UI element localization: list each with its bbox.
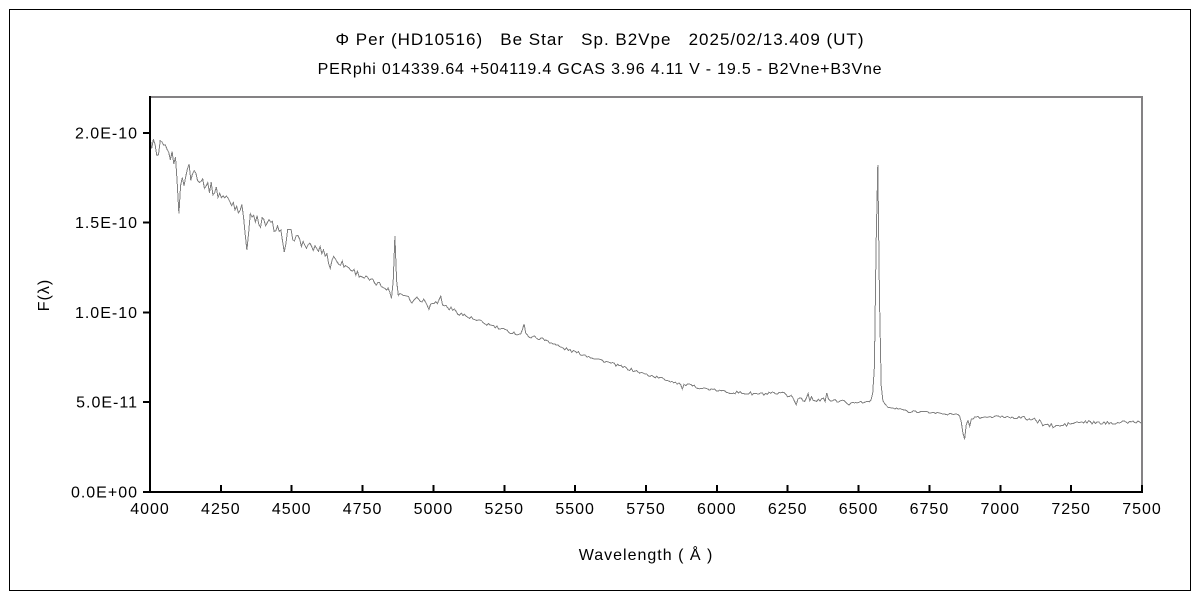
y-tick-label: 0.0E+00 <box>71 485 138 502</box>
y-tick-label: 5.0E-11 <box>76 395 138 412</box>
x-tick-label: 7500 <box>1122 501 1162 518</box>
x-tick-label: 4000 <box>130 501 170 518</box>
chart-title: Φ Per (HD10516) Be Star Sp. B2Vpe 2025/0… <box>335 30 865 49</box>
y-tick-label: 2.0E-10 <box>75 125 138 142</box>
x-tick-label: 4250 <box>201 501 241 518</box>
x-axis-ticks <box>149 485 1143 492</box>
x-tick-label: 5250 <box>484 501 524 518</box>
chart-subtitle: PERphi 014339.64 +504119.4 GCAS 3.96 4.1… <box>317 61 883 78</box>
spectrum-line <box>149 137 1142 440</box>
plot-area-border <box>149 96 1143 493</box>
x-tick-label: 5750 <box>626 501 666 518</box>
y-axis-tick-labels: 0.0E+00 5.0E-11 1.0E-10 1.5E-10 2.0E-10 <box>71 125 138 502</box>
x-tick-label: 5000 <box>414 501 454 518</box>
x-tick-label: 7250 <box>1051 501 1091 518</box>
outer-border <box>9 9 1191 591</box>
y-axis-ticks <box>143 131 150 493</box>
x-tick-label: 4500 <box>272 501 312 518</box>
x-axis-title: Wavelength ( Å ) <box>578 547 714 564</box>
x-tick-label: 7000 <box>980 501 1020 518</box>
y-tick-label: 1.5E-10 <box>75 215 138 232</box>
x-tick-label: 4750 <box>343 501 383 518</box>
x-axis-tick-labels: 4000 4250 4500 4750 5000 5250 5500 5750 6000 6250… <box>130 501 1162 518</box>
y-tick-label: 1.0E-10 <box>75 305 138 322</box>
x-tick-label: 5500 <box>555 501 595 518</box>
x-tick-label: 6500 <box>839 501 879 518</box>
x-tick-label: 6000 <box>697 501 737 518</box>
x-tick-label: 6250 <box>768 501 808 518</box>
x-tick-label: 6750 <box>910 501 950 518</box>
